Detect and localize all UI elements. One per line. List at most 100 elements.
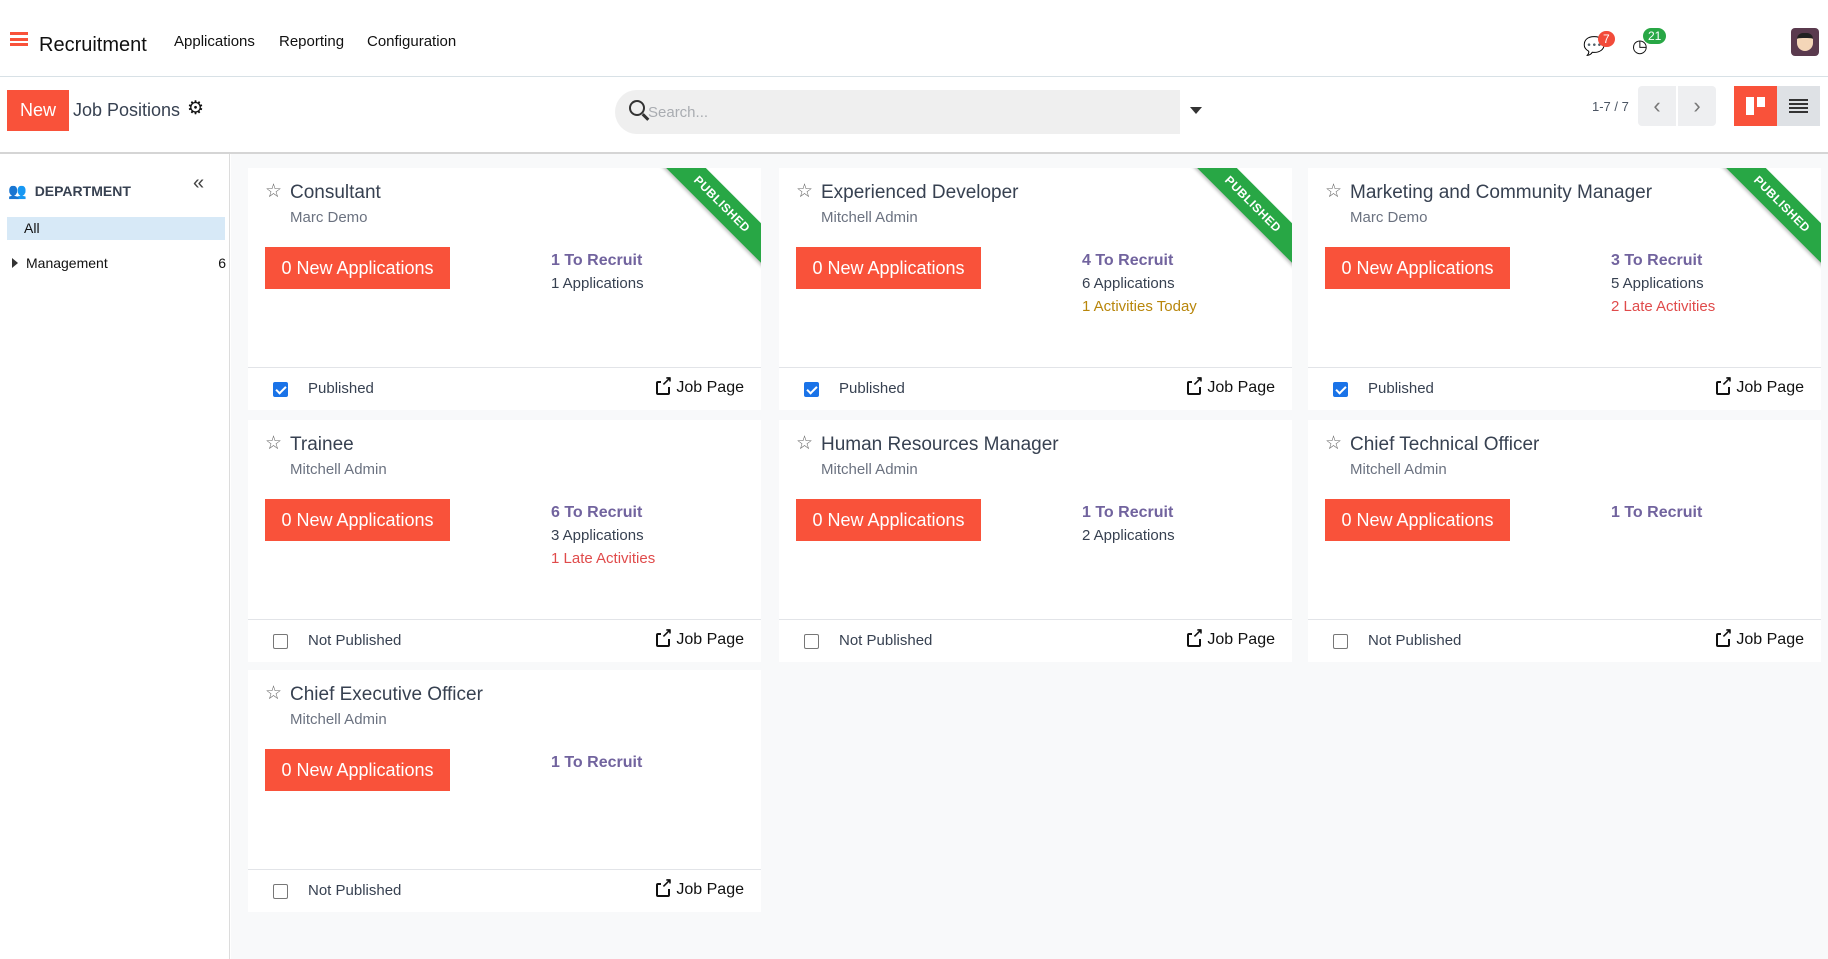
external-link-icon [1716,374,1733,395]
to-recruit-link[interactable]: 6 To Recruit [551,504,643,521]
collapse-sidebar-icon[interactable]: « [193,172,205,194]
external-link-icon [656,626,673,647]
to-recruit-link[interactable]: 3 To Recruit [1611,252,1703,269]
previous-page-button[interactable]: ‹ [1638,86,1676,126]
job-card[interactable]: ☆ Trainee Mitchell Admin 0 New Applicati… [248,420,761,662]
job-page-link[interactable]: Job Page [656,626,744,649]
favorite-star-icon[interactable]: ☆ [796,433,814,454]
favorite-star-icon[interactable]: ☆ [265,683,283,704]
applications-link[interactable]: 1 Applications [551,275,644,292]
top-navbar: Recruitment Applications Reporting Confi… [0,0,1828,77]
job-page-link[interactable]: Job Page [1187,626,1275,649]
published-checkbox[interactable] [273,382,288,397]
department-heading: 👥 DEPARTMENT [8,182,131,200]
breadcrumb: Job Positions [73,100,181,120]
job-title[interactable]: Trainee [290,434,354,455]
job-title[interactable]: Consultant [290,182,381,203]
card-footer: Not Published Job Page [779,619,1292,662]
job-title[interactable]: Marketing and Community Manager [1350,182,1653,203]
card-footer: Not Published Job Page [1308,619,1821,662]
sidebar-item-management[interactable]: Management 6 [10,255,226,271]
new-applications-button[interactable]: 0 New Applications [1325,247,1510,289]
menu-configuration[interactable]: Configuration [367,33,457,50]
search-icon [629,100,645,116]
activities-link[interactable]: 2 Late Activities [1611,298,1716,315]
published-checkbox[interactable] [1333,634,1348,649]
external-link-icon [1187,374,1204,395]
favorite-star-icon[interactable]: ☆ [265,181,283,202]
published-checkbox[interactable] [804,382,819,397]
search-options-dropdown-icon[interactable] [1190,107,1202,114]
card-footer: Not Published Job Page [248,619,761,662]
new-applications-button[interactable]: 0 New Applications [265,499,450,541]
job-stats: 3 To Recruit 5 Applications 2 Late Activ… [1611,249,1715,318]
menu-reporting[interactable]: Reporting [279,33,345,50]
job-page-link[interactable]: Job Page [1716,626,1804,649]
sidebar-item-label: Management [26,255,108,271]
favorite-star-icon[interactable]: ☆ [1325,181,1343,202]
job-page-label: Job Page [1207,379,1275,396]
job-card[interactable]: ☆ Consultant Marc Demo 0 New Application… [248,168,761,410]
new-applications-button[interactable]: 0 New Applications [796,499,981,541]
to-recruit-link[interactable]: 1 To Recruit [1082,504,1174,521]
pager-value[interactable]: 1-7 / 7 [1592,99,1629,114]
to-recruit-link[interactable]: 1 To Recruit [1611,504,1703,521]
new-button[interactable]: New [7,90,69,131]
activities-badge: 21 [1643,28,1667,44]
published-checkbox[interactable] [804,634,819,649]
new-applications-button[interactable]: 0 New Applications [796,247,981,289]
favorite-star-icon[interactable]: ☆ [265,433,283,454]
job-card[interactable]: ☆ Marketing and Community Manager Marc D… [1308,168,1821,410]
applications-link[interactable]: 3 Applications [551,527,644,544]
job-title[interactable]: Chief Executive Officer [290,684,483,705]
external-link-icon [656,876,673,897]
kanban-view-button[interactable] [1734,86,1777,126]
avatar[interactable] [1791,28,1819,56]
job-card[interactable]: ☆ Chief Executive Officer Mitchell Admin… [248,670,761,912]
job-title[interactable]: Chief Technical Officer [1350,434,1540,455]
published-checkbox[interactable] [273,884,288,899]
job-page-link[interactable]: Job Page [656,374,744,397]
job-title[interactable]: Human Resources Manager [821,434,1059,455]
external-link-icon [1187,626,1204,647]
published-checkbox[interactable] [273,634,288,649]
applications-link[interactable]: 6 Applications [1082,275,1175,292]
app-menu-icon[interactable] [10,32,28,46]
published-label: Not Published [308,882,402,899]
new-applications-button[interactable]: 0 New Applications [265,247,450,289]
published-checkbox[interactable] [1333,382,1348,397]
job-page-link[interactable]: Job Page [1716,374,1804,397]
activities-link[interactable]: 1 Late Activities [551,550,656,567]
job-title[interactable]: Experienced Developer [821,182,1019,203]
activities-link[interactable]: 1 Activities Today [1082,298,1197,315]
job-card[interactable]: ☆ Human Resources Manager Mitchell Admin… [779,420,1292,662]
search-input[interactable] [648,90,1168,134]
to-recruit-link[interactable]: 1 To Recruit [551,252,643,269]
gear-icon[interactable]: ⚙ [187,98,205,119]
next-page-button[interactable]: › [1678,86,1716,126]
published-ribbon: PUBLISHED [1719,168,1821,267]
to-recruit-link[interactable]: 4 To Recruit [1082,252,1174,269]
job-page-link[interactable]: Job Page [656,876,744,899]
applications-link[interactable]: 2 Applications [1082,527,1175,544]
favorite-star-icon[interactable]: ☆ [1325,433,1343,454]
job-page-link[interactable]: Job Page [1187,374,1275,397]
published-label: Not Published [839,632,933,649]
favorite-star-icon[interactable]: ☆ [796,181,814,202]
sidebar-item-all[interactable]: All [7,217,225,240]
job-owner: Marc Demo [290,209,368,226]
job-card[interactable]: ☆ Experienced Developer Mitchell Admin 0… [779,168,1292,410]
to-recruit-link[interactable]: 1 To Recruit [551,754,643,771]
caret-right-icon[interactable] [12,258,18,268]
job-card[interactable]: ☆ Chief Technical Officer Mitchell Admin… [1308,420,1821,662]
applications-link[interactable]: 5 Applications [1611,275,1704,292]
card-footer: Not Published Job Page [248,869,761,912]
list-view-button[interactable] [1777,86,1820,126]
external-link-icon [656,374,673,395]
app-title[interactable]: Recruitment [39,34,147,56]
job-stats: 1 To Recruit [551,751,642,774]
new-applications-button[interactable]: 0 New Applications [265,749,450,791]
new-applications-button[interactable]: 0 New Applications [1325,499,1510,541]
menu-applications[interactable]: Applications [174,33,255,50]
job-owner: Mitchell Admin [290,711,387,728]
